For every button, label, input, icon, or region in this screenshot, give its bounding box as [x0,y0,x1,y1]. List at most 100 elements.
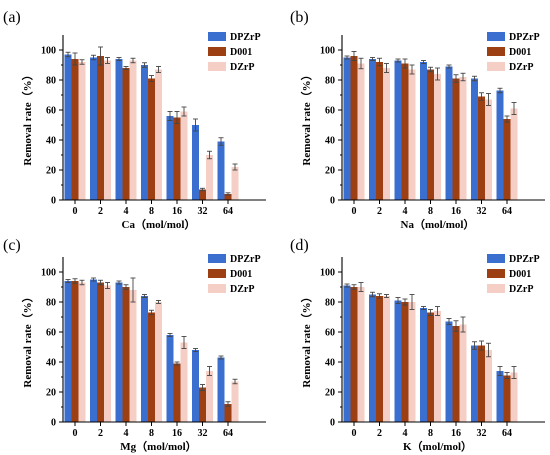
bar [401,302,409,422]
legend-label: D001 [230,47,252,58]
bar [173,363,181,422]
y-axis-title: Removal rate（%） [21,291,34,387]
bar [78,62,86,200]
x-tick-label: 32 [198,428,208,439]
y-tick-label: 40 [325,358,335,369]
bar [199,189,206,200]
bar [129,290,137,422]
bar [408,302,416,422]
bar [383,296,390,422]
bar [427,312,434,422]
x-tick-label: 16 [451,428,461,439]
bar [148,78,155,200]
bar [180,111,188,200]
bar [471,78,478,200]
bar [141,65,148,200]
bar [217,141,225,200]
x-tick-label: 16 [172,206,182,217]
chart-panel-3: (c) 0 20 40 60 80 100 0 2 4 8 16 32 64 Mg（mol/mol） Remo… [3,237,266,453]
chart-panel-2: (b) 0 20 40 60 80 100 0 2 4 8 16 32 64 Na（mol/mol） Remo… [290,9,545,231]
bar [141,296,148,422]
bar [357,287,365,422]
legend-swatch [208,47,226,56]
panel-label: (c) [3,237,21,254]
y-tick-label: 80 [325,298,335,309]
y-tick-label: 80 [325,76,335,87]
y-axis-title: Removal rate（%） [300,69,313,165]
x-axis-title: Ca（mol/mol） [122,218,196,231]
bar [71,59,79,200]
legend-label: DZrP [509,62,533,73]
bar [496,371,504,422]
bar [510,372,518,422]
bar [78,282,86,422]
bar [122,287,130,422]
bar [71,281,79,422]
bar [496,90,504,200]
bar [452,326,460,422]
chart-panel-1: (a) 0 20 40 60 80 100 0 2 4 8 16 32 64 Ca（mol/mol） Remo… [3,9,266,231]
bar [97,56,104,200]
bar [485,99,492,200]
bar [350,287,358,422]
bar [478,345,485,422]
x-axis-title: K（mol/mol） [403,440,472,453]
bar [420,62,427,200]
bar [104,60,111,200]
bar [231,381,239,422]
y-tick-label: 0 [330,418,335,429]
bar [180,342,188,422]
legend-label: D001 [509,269,531,280]
x-tick-label: 64 [502,206,512,217]
y-tick-label: 0 [330,196,335,207]
y-tick-label: 60 [325,328,335,339]
bar [148,312,155,422]
bar [155,69,162,200]
chart-panel-4: (d) 0 20 40 60 80 100 0 2 4 8 16 32 64 K（mol/mol） Remov… [290,237,545,453]
bar [452,78,460,200]
y-tick-label: 40 [46,358,56,369]
x-tick-label: 8 [428,428,433,439]
bar [369,59,376,200]
legend-swatch [487,284,505,293]
bar [445,66,453,200]
bar [357,63,365,200]
y-tick-label: 20 [46,388,56,399]
bar [369,294,376,422]
legend-swatch [487,269,505,278]
bar [166,335,174,422]
panel-label: (b) [290,9,309,26]
bar [166,116,174,200]
legend-label: D001 [230,269,252,280]
x-tick-label: 32 [477,428,487,439]
bar [224,404,232,422]
y-tick-label: 60 [46,328,56,339]
bar [173,117,181,200]
y-tick-label: 20 [46,166,56,177]
bar [445,321,453,422]
bar [192,125,199,200]
bar [199,387,206,422]
bar [64,54,72,200]
x-tick-label: 0 [73,428,78,439]
x-tick-label: 0 [73,206,78,217]
y-axis-title: Removal rate（%） [300,291,313,387]
x-tick-label: 4 [124,428,129,439]
bar [459,324,467,422]
bar [420,308,427,422]
legend-swatch [208,32,226,41]
x-tick-label: 2 [377,206,382,217]
y-tick-label: 40 [325,136,335,147]
bar [383,68,390,200]
bar [459,77,467,200]
bar [97,282,104,422]
x-tick-label: 32 [477,206,487,217]
legend-swatch [208,284,226,293]
bar [90,57,97,200]
x-tick-label: 2 [377,428,382,439]
bar [129,60,137,200]
x-tick-label: 64 [502,428,512,439]
x-tick-label: 8 [428,206,433,217]
x-tick-label: 2 [98,428,103,439]
bar [206,371,213,422]
